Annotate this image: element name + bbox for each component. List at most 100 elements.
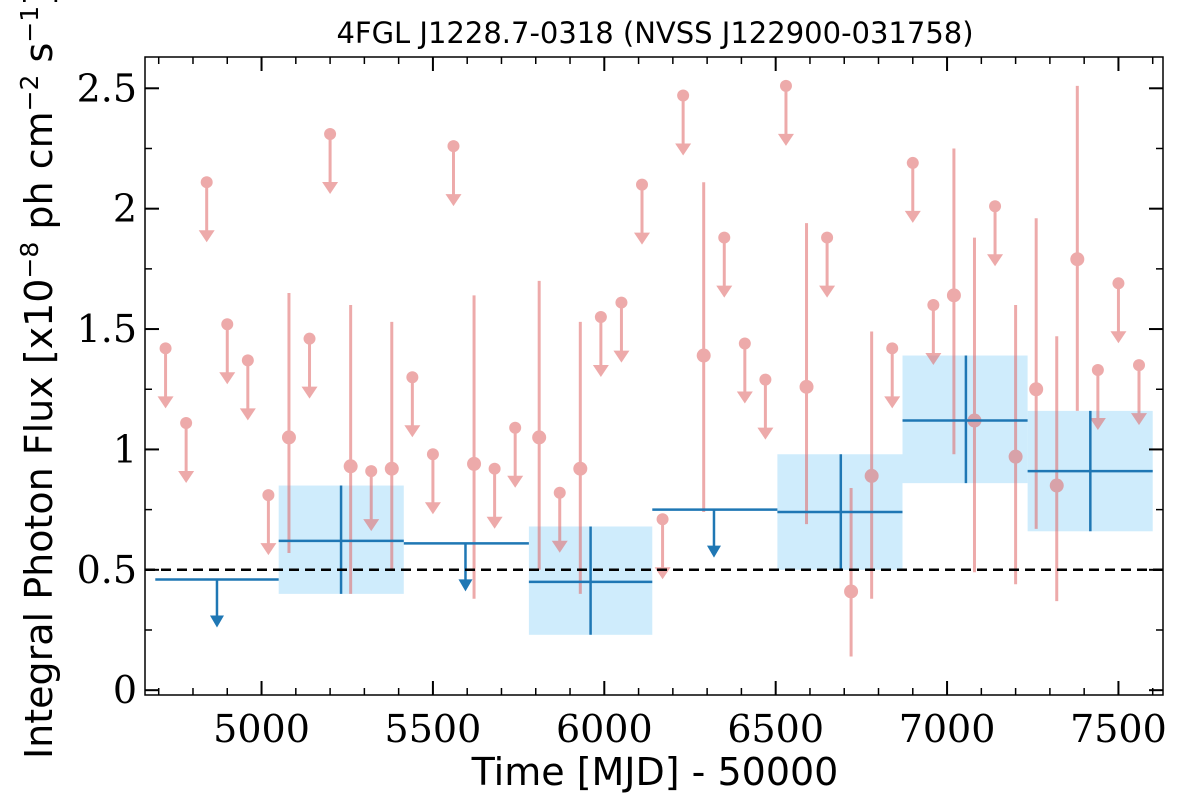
short-bin-upper-limit xyxy=(219,318,236,385)
short-bin-upper-limit xyxy=(777,79,794,146)
long-bin-detection xyxy=(278,485,404,594)
short-bin-marker xyxy=(696,348,711,363)
short-bin-ul-arrowhead xyxy=(178,470,195,483)
short-bin-detection xyxy=(864,331,879,599)
short-bin-upper-limit xyxy=(1131,359,1148,426)
short-bin-ul-arrowhead xyxy=(716,285,733,298)
short-bin-upper-limit xyxy=(322,128,339,195)
short-bin-upper-limit xyxy=(424,448,441,515)
y-tick-label: 0.5 xyxy=(77,548,137,592)
x-tick-label: 6500 xyxy=(727,707,824,751)
short-bin-upper-limit xyxy=(675,89,692,156)
short-bin-detection xyxy=(467,295,482,599)
short-bin-upper-limit xyxy=(1110,277,1127,344)
short-bin-upper-limit xyxy=(301,332,318,399)
short-bin-upper-limit xyxy=(757,373,774,440)
short-bin-ul-arrowhead xyxy=(613,350,630,363)
short-bin-marker xyxy=(1070,252,1085,267)
long-bin-upper-limit xyxy=(155,578,279,628)
short-bin-upper-limit xyxy=(157,342,174,409)
short-bin-ul-arrowhead xyxy=(777,133,794,146)
x-tick-label: 7500 xyxy=(1070,707,1167,751)
y-tick-label: 0 xyxy=(113,668,137,712)
short-bin-detection xyxy=(946,148,961,455)
short-bin-detection xyxy=(384,321,399,570)
short-bin-upper-limit xyxy=(445,140,462,207)
short-bin-upper-limit xyxy=(239,354,256,421)
short-bin-marker xyxy=(343,459,358,474)
long-bin-upper-limit xyxy=(652,508,778,558)
short-bin-detection xyxy=(696,182,711,513)
short-bin-upper-limit xyxy=(178,416,195,483)
short-bin-ul-arrowhead xyxy=(424,502,441,515)
x-tick-label: 7000 xyxy=(899,707,996,751)
x-tick-label: 5500 xyxy=(385,707,482,751)
short-bin-detection xyxy=(1029,218,1044,529)
long-bin-ul-arrowhead xyxy=(209,615,224,628)
short-bin-marker xyxy=(281,430,296,445)
short-bin-ul-arrowhead xyxy=(445,194,462,207)
short-bin-ul-arrowhead xyxy=(904,210,921,223)
short-bin-upper-limit xyxy=(925,298,942,365)
short-bin-upper-limit xyxy=(260,489,277,556)
short-bin-upper-limit xyxy=(819,231,836,298)
short-bin-detection xyxy=(532,280,547,570)
short-bin-upper-limit xyxy=(987,200,1004,267)
short-bin-ul-arrowhead xyxy=(884,396,901,409)
y-tick-label: 1.5 xyxy=(77,307,137,351)
y-tick-label: 2 xyxy=(113,187,137,231)
short-bin-ul-arrowhead xyxy=(592,365,609,378)
short-bin-marker xyxy=(864,468,879,483)
short-bin-ul-arrowhead xyxy=(551,540,568,553)
long-bin-detection xyxy=(528,526,653,635)
long-bin-ul-arrowhead xyxy=(706,545,721,558)
short-bin-ul-arrowhead xyxy=(239,408,256,421)
short-bin-detection xyxy=(343,304,358,594)
short-bin-ul-arrowhead xyxy=(507,475,524,488)
short-bin-marker xyxy=(844,584,859,599)
short-bin-upper-limit xyxy=(486,462,503,529)
short-bin-ul-arrowhead xyxy=(363,519,380,532)
short-bin-ul-arrowhead xyxy=(987,254,1004,267)
short-bin-marker xyxy=(532,430,547,445)
short-bin-upper-limit xyxy=(592,311,609,378)
short-bin-detection xyxy=(1049,336,1064,602)
short-bin-marker xyxy=(1008,449,1023,464)
y-tick-label: 2.5 xyxy=(77,66,137,110)
short-bin-ul-arrowhead xyxy=(322,182,339,195)
short-bin-marker xyxy=(1029,382,1044,397)
short-bin-ul-arrowhead xyxy=(486,516,503,529)
short-bin-ul-arrowhead xyxy=(1110,331,1127,344)
short-bin-ul-arrowhead xyxy=(219,372,236,385)
short-bin-marker xyxy=(573,461,588,476)
plot-frame xyxy=(144,56,1164,696)
short-bin-detection xyxy=(573,321,588,594)
short-bin-detection xyxy=(1008,304,1023,585)
short-bin-upper-limit xyxy=(1089,363,1106,430)
short-bin-upper-limit xyxy=(736,337,753,404)
short-bin-upper-limit xyxy=(404,371,421,438)
long-bin-detection xyxy=(777,454,903,570)
short-bin-upper-limit xyxy=(904,156,921,223)
short-bin-ul-arrowhead xyxy=(301,386,318,399)
x-tick-label: 5000 xyxy=(213,707,310,751)
long-bin-ul-arrowhead xyxy=(458,579,473,592)
short-bin-ul-arrowhead xyxy=(757,427,774,440)
y-tick-label: 1 xyxy=(113,427,137,471)
short-bin-upper-limit xyxy=(198,176,215,243)
short-bin-ul-arrowhead xyxy=(1131,413,1148,426)
short-bin-points xyxy=(157,79,1148,657)
short-bin-ul-arrowhead xyxy=(260,543,277,556)
short-bin-upper-limit xyxy=(634,178,651,245)
short-bin-ul-arrowhead xyxy=(198,230,215,243)
short-bin-marker xyxy=(467,456,482,471)
x-axis-label: Time [MJD] - 50000 xyxy=(471,750,839,794)
short-bin-detection xyxy=(281,292,296,553)
short-bin-ul-arrowhead xyxy=(157,396,174,409)
short-bin-detection xyxy=(799,223,814,525)
short-bin-upper-limit xyxy=(551,486,568,553)
short-bin-upper-limit xyxy=(884,342,901,409)
short-bin-marker xyxy=(946,288,961,303)
x-tick-label: 6000 xyxy=(556,707,653,751)
